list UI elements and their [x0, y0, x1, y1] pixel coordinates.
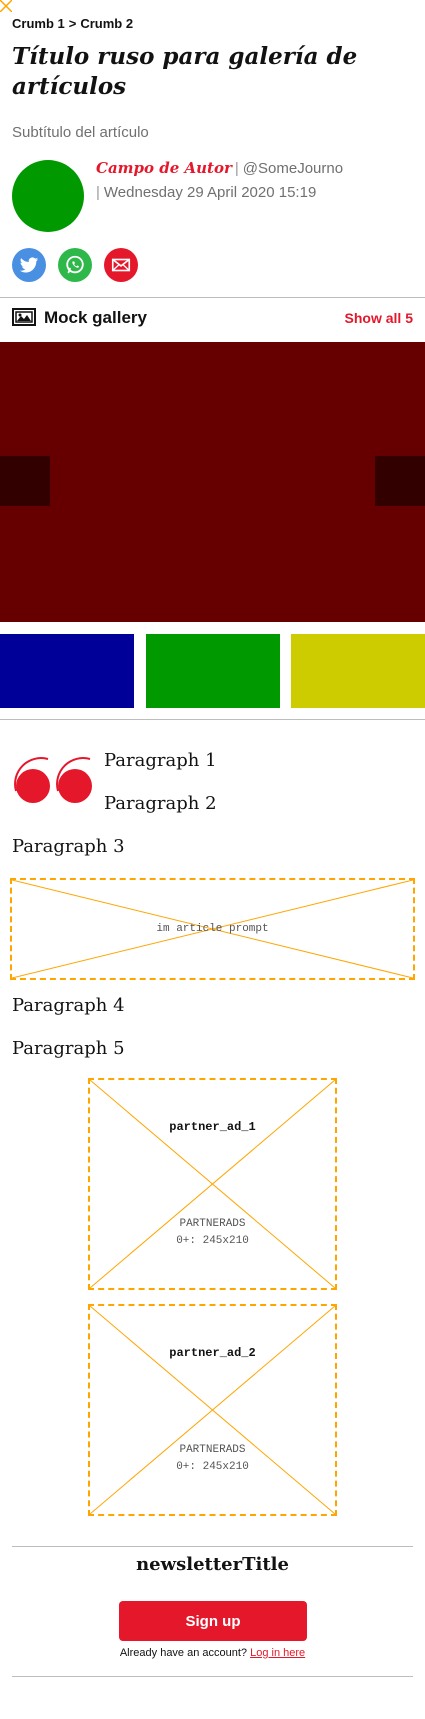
quote-icon	[14, 757, 92, 803]
login-prompt: Already have an account? Log in here	[0, 1647, 425, 1659]
paragraph-5: Paragraph 5	[12, 1038, 125, 1059]
show-all-link[interactable]: Show all 5	[344, 310, 413, 326]
gallery-title: Mock gallery	[44, 308, 147, 327]
twitter-share-button[interactable]	[12, 248, 46, 282]
paragraph-3: Paragraph 3	[12, 836, 125, 857]
author-handle[interactable]: @SomeJourno	[242, 160, 344, 177]
ad-name: partner_ad_1	[169, 1120, 256, 1134]
ad-name: partner_ad_2	[169, 1346, 256, 1360]
partner-ad-1[interactable]: partner_ad_1 PARTNERADS 0+: 245x210	[88, 1078, 337, 1290]
gallery-thumbnails	[0, 634, 425, 708]
gallery-thumbnail[interactable]	[146, 634, 280, 708]
gallery-header: Mock gallery Show all 5	[12, 308, 413, 328]
ad-provider: PARTNERADS	[179, 1218, 246, 1230]
email-share-button[interactable]	[104, 248, 138, 282]
ad-size: 0+: 245x210	[176, 1461, 249, 1473]
gallery-thumbnail[interactable]	[291, 634, 425, 708]
login-prompt-text: Already have an account?	[119, 1647, 248, 1659]
newsletter-title: newsletterTitle	[136, 1554, 289, 1575]
page-title: Título ruso para galería de artículos	[12, 43, 358, 100]
author-name[interactable]: Campo de Autor	[96, 159, 232, 177]
gallery-main-image[interactable]	[0, 342, 425, 622]
whatsapp-share-button[interactable]	[58, 248, 92, 282]
ad-provider: PARTNERADS	[179, 1444, 246, 1456]
byline: Campo de Autor | @SomeJourno | Wednesday 29…	[96, 159, 344, 201]
gallery-prev-button[interactable]	[0, 456, 50, 506]
breadcrumb-item-2[interactable]: Crumb 2	[80, 16, 134, 31]
twitter-icon	[19, 257, 39, 273]
whatsapp-icon	[66, 255, 84, 274]
ad-size: 0+: 245x210	[176, 1235, 249, 1247]
paragraph-2: Paragraph 2	[104, 793, 217, 814]
author-avatar	[12, 160, 84, 232]
breadcrumb-item-1[interactable]: Crumb 1	[12, 16, 65, 31]
paragraph-1: Paragraph 1	[104, 750, 217, 771]
partner-ad-2[interactable]: partner_ad_2 PARTNERADS 0+: 245x210	[88, 1304, 337, 1516]
publish-date: Wednesday 29 April 2020 15:19	[103, 184, 317, 201]
breadcrumb-separator: >	[68, 16, 77, 31]
divider	[12, 1546, 413, 1547]
divider	[0, 297, 425, 298]
signup-button[interactable]: Sign up	[119, 1601, 307, 1641]
gallery-thumbnail[interactable]	[0, 634, 134, 708]
article-prompt-label: im article prompt	[156, 923, 269, 935]
breadcrumb: Crumb 1 > Crumb 2	[12, 16, 133, 31]
login-link[interactable]: Log in here	[250, 1647, 306, 1659]
article-subtitle: Subtítulo del artículo	[12, 124, 149, 141]
gallery-next-button[interactable]	[375, 456, 425, 506]
share-bar	[12, 248, 138, 282]
gallery-icon	[12, 308, 36, 326]
paragraph-4: Paragraph 4	[12, 995, 125, 1016]
divider	[12, 1676, 413, 1677]
email-icon	[111, 258, 131, 272]
broken-image-icon	[0, 0, 12, 12]
article-prompt-placeholder: im article prompt	[10, 878, 415, 980]
divider	[0, 719, 425, 720]
